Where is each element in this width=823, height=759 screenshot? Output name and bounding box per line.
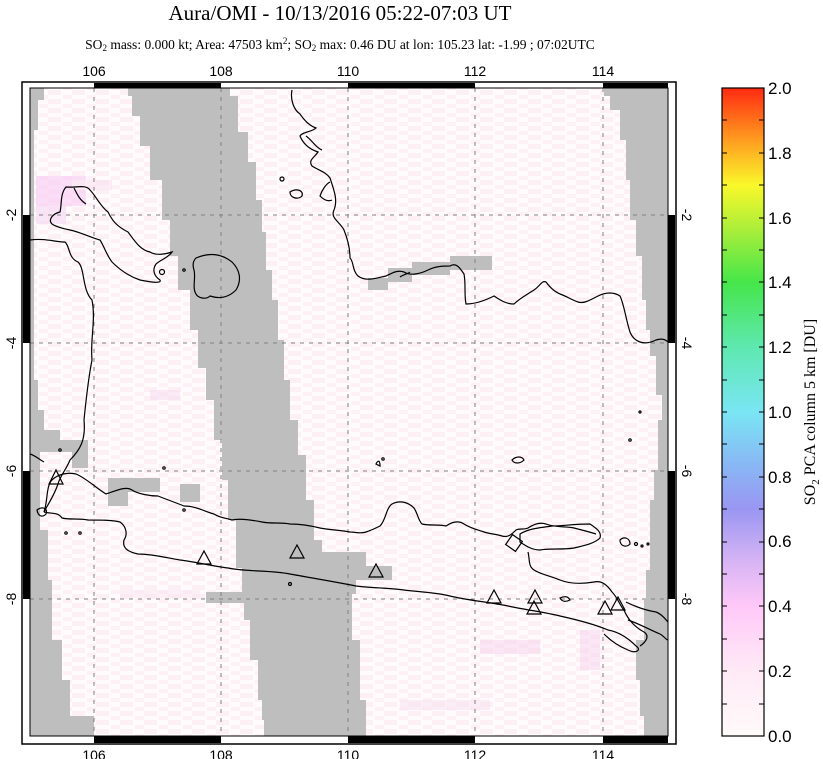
subtitle-max: max: 0.46 DU at lon: 105.23 lat: -1.99 ;… bbox=[316, 37, 595, 52]
lon-tick-label: 108 bbox=[209, 63, 233, 79]
subtitle-sup: 2 bbox=[282, 36, 288, 46]
volcano-markers bbox=[48, 468, 627, 615]
lat-tick-label: -6 bbox=[679, 465, 695, 478]
lon-tick-label: 114 bbox=[592, 747, 615, 759]
volcano-triangle-icon bbox=[288, 543, 306, 559]
lat-tick-label: -6 bbox=[3, 465, 19, 478]
colorbar-tick-label: 0.6 bbox=[768, 532, 792, 551]
subtitle-so2: SO bbox=[85, 37, 103, 52]
lon-tick-label: 110 bbox=[337, 63, 360, 79]
x-axis-top-labels: 106 108 110 112 114 bbox=[82, 63, 614, 79]
lon-tick-label: 112 bbox=[464, 747, 487, 759]
volcano-triangle-icon bbox=[48, 468, 64, 485]
lon-tick-label: 114 bbox=[592, 63, 615, 79]
lon-tick-label: 110 bbox=[337, 747, 360, 759]
colorbar-tick-label: 1.6 bbox=[768, 209, 792, 228]
lat-tick-label: -2 bbox=[3, 209, 19, 222]
x-axis-bottom-labels: 106 108 110 112 114 bbox=[82, 747, 614, 759]
map-frame bbox=[21, 81, 677, 745]
lat-tick-label: -8 bbox=[3, 593, 19, 606]
volcano-triangle-icon bbox=[609, 595, 627, 611]
colorbar-tick-label: 1.2 bbox=[768, 338, 792, 357]
lat-tick-label: -4 bbox=[3, 337, 19, 350]
subtitle-so2-max-label: ; SO bbox=[287, 37, 312, 52]
colorbar-tick-label: 1.8 bbox=[768, 144, 792, 163]
colorbar-tick-label: 0.0 bbox=[768, 727, 792, 746]
lon-tick-label: 106 bbox=[82, 747, 106, 759]
lat-tick-label: -4 bbox=[679, 337, 695, 350]
colorbar-gradient bbox=[721, 87, 765, 737]
map-plot-area bbox=[21, 81, 677, 745]
chart-subtitle: SO2 mass: 0.000 kt; Area: 47503 km2; SO2… bbox=[0, 36, 680, 53]
lon-tick-label: 108 bbox=[209, 747, 233, 759]
lon-tick-label: 112 bbox=[464, 63, 487, 79]
subtitle-mass-area: mass: 0.000 kt; Area: 47503 km bbox=[106, 37, 283, 52]
colorbar-tick-label: 0.2 bbox=[768, 662, 792, 681]
missing-data-regions bbox=[30, 88, 668, 736]
volcano-triangle-icon bbox=[195, 549, 213, 565]
coastlines bbox=[30, 89, 668, 653]
volcano-triangle-icon bbox=[525, 599, 543, 615]
volcano-triangle-icon bbox=[367, 562, 385, 578]
colorbar-tick-label: 0.4 bbox=[768, 597, 792, 616]
colorbar-tick-label: 1.4 bbox=[768, 273, 792, 292]
y-axis-right-labels: -2 -4 -6 -8 bbox=[679, 209, 695, 606]
lon-tick-label: 106 bbox=[82, 63, 106, 79]
subtitle-sub: 2 bbox=[311, 43, 317, 53]
subtitle-sub: 2 bbox=[102, 43, 107, 53]
colorbar-tick-label: 1.0 bbox=[768, 403, 792, 422]
volcano-triangle-icon bbox=[596, 599, 614, 615]
chart-title: Aura/OMI - 10/13/2016 05:22-07:03 UT bbox=[168, 1, 512, 25]
colorbar-ticks bbox=[722, 119, 764, 705]
colorbar-title: SO2 PCA column 5 km [DU] bbox=[802, 319, 822, 505]
volcano-triangle-icon bbox=[485, 588, 503, 604]
colorbar: 0.0 0.2 0.4 0.6 0.8 1.0 1.2 1.4 1.6 1.8 … bbox=[721, 79, 822, 746]
colorbar-tick-labels: 0.0 0.2 0.4 0.6 0.8 1.0 1.2 1.4 1.6 1.8 … bbox=[768, 79, 792, 746]
y-axis-left-labels: -2 -4 -6 -8 bbox=[3, 209, 19, 606]
lat-tick-label: -2 bbox=[679, 209, 695, 222]
lat-tick-label: -8 bbox=[679, 593, 695, 606]
colorbar-tick-label: 2.0 bbox=[768, 79, 792, 98]
colorbar-tick-label: 0.8 bbox=[768, 468, 792, 487]
gridlines bbox=[30, 88, 668, 736]
